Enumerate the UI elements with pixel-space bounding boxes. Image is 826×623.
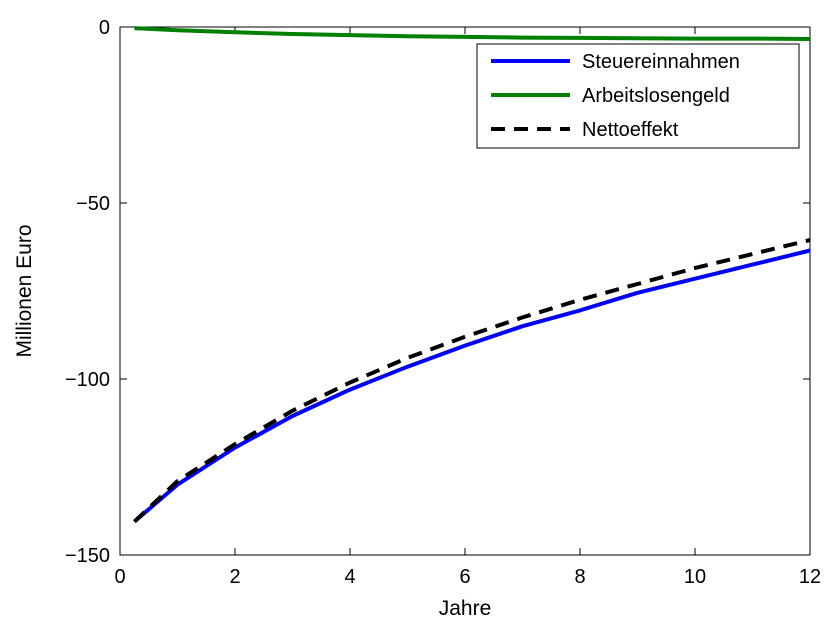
legend-label: Steuereinnahmen — [582, 51, 740, 73]
x-tick-label: 0 — [114, 566, 125, 588]
axes: 0 2 4 6 8 10 12 0 −50 −100 −150 — [65, 17, 821, 588]
y-axis-label: Millionen Euro — [13, 224, 36, 357]
series-line-nettoeffekt — [133, 238, 811, 524]
series-line-arbeitslosengeld — [134, 26, 811, 41]
x-tick-label: 8 — [574, 566, 585, 588]
x-tick-label: 12 — [799, 566, 821, 588]
y-tick-label: 0 — [99, 17, 110, 39]
x-tick-label: 10 — [684, 566, 706, 588]
legend: Steuereinnahmen Arbeitslosengeld Nettoeffe… — [476, 43, 800, 149]
x-tick-label: 6 — [459, 566, 470, 588]
legend-label: Arbeitslosengeld — [582, 85, 730, 107]
legend-label: Nettoeffekt — [582, 119, 679, 141]
plot-lines — [133, 26, 811, 524]
y-tick-label: −50 — [76, 193, 110, 215]
series-line-steuereinnahmen — [133, 248, 811, 524]
x-axis-label: Jahre — [439, 597, 492, 620]
x-tick-label: 2 — [229, 566, 240, 588]
x-tick-label: 4 — [344, 566, 355, 588]
y-tick-label: −150 — [65, 545, 110, 567]
y-tick-label: −100 — [65, 369, 110, 391]
